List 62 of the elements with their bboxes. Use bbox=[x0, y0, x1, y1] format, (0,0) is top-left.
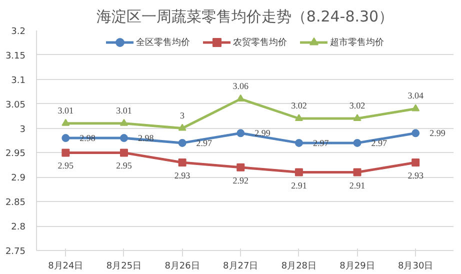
y-tick-label: 2.95 bbox=[5, 149, 26, 160]
data-label: 2.99 bbox=[430, 128, 446, 138]
point bbox=[236, 163, 245, 172]
point bbox=[294, 168, 303, 176]
legend-label: 超市零售均价 bbox=[330, 36, 384, 48]
data-label: 3 bbox=[180, 110, 186, 120]
data-label: 2.93 bbox=[174, 170, 191, 180]
point bbox=[62, 148, 70, 157]
point bbox=[62, 134, 70, 142]
data-label: 3.01 bbox=[58, 105, 74, 116]
point bbox=[178, 124, 186, 131]
x-tick-label: 8月24日 bbox=[48, 262, 84, 272]
data-label: 2.92 bbox=[232, 175, 248, 186]
point bbox=[236, 129, 245, 138]
point bbox=[178, 158, 186, 166]
y-tick-label: 2.9 bbox=[11, 174, 26, 184]
y-tick-label: 2.75 bbox=[5, 247, 26, 257]
x-tick-label: 8月27日 bbox=[223, 262, 258, 272]
data-label: 2.91 bbox=[291, 180, 307, 190]
x-tick-label: 8月29日 bbox=[340, 262, 375, 272]
data-label: 2.97 bbox=[312, 138, 330, 148]
point bbox=[353, 138, 362, 147]
point bbox=[120, 134, 128, 142]
data-label: 2.93 bbox=[408, 170, 424, 180]
point bbox=[120, 148, 128, 157]
data-label: 2.91 bbox=[349, 180, 366, 190]
data-label: 2.99 bbox=[254, 128, 271, 138]
y-tick-label: 3.1 bbox=[11, 76, 26, 86]
data-label: 3.06 bbox=[232, 80, 249, 91]
data-label: 3.04 bbox=[408, 90, 424, 101]
data-label: 2.97 bbox=[196, 138, 213, 148]
x-tick-label: 8月30日 bbox=[398, 262, 434, 272]
point bbox=[412, 104, 420, 112]
y-tick-label: 3.05 bbox=[5, 100, 26, 110]
data-label: 2.95 bbox=[116, 160, 132, 171]
data-label: 2.97 bbox=[371, 138, 388, 148]
point bbox=[178, 138, 186, 147]
data-label: 2.95 bbox=[58, 160, 74, 171]
y-tick-label: 3.15 bbox=[5, 51, 26, 62]
chart-title: 海淀区一周蔬菜零售均价走势（8.24-8.30） bbox=[96, 8, 394, 26]
point bbox=[412, 158, 420, 166]
data-label: 3.01 bbox=[116, 105, 132, 116]
point bbox=[62, 118, 70, 126]
point bbox=[294, 114, 303, 122]
point bbox=[353, 168, 362, 176]
x-tick-label: 8月28日 bbox=[281, 262, 317, 272]
y-tick-label: 3 bbox=[20, 124, 26, 135]
y-tick-label: 3.2 bbox=[11, 27, 26, 37]
point bbox=[120, 118, 128, 126]
legend-label: 全区零售均价 bbox=[136, 36, 190, 48]
point bbox=[412, 129, 420, 138]
legend-label: 农贸零售均价 bbox=[233, 36, 287, 48]
data-label: 2.98 bbox=[80, 133, 96, 144]
x-tick-label: 8月25日 bbox=[106, 262, 142, 272]
data-label: 3.02 bbox=[349, 100, 366, 110]
point bbox=[236, 94, 245, 102]
point bbox=[353, 114, 362, 122]
data-label: 3.02 bbox=[291, 100, 307, 110]
y-tick-label: 2.8 bbox=[11, 222, 26, 233]
y-tick-label: 2.85 bbox=[5, 198, 26, 208]
x-tick-label: 8月26日 bbox=[164, 262, 200, 272]
point bbox=[294, 138, 303, 147]
